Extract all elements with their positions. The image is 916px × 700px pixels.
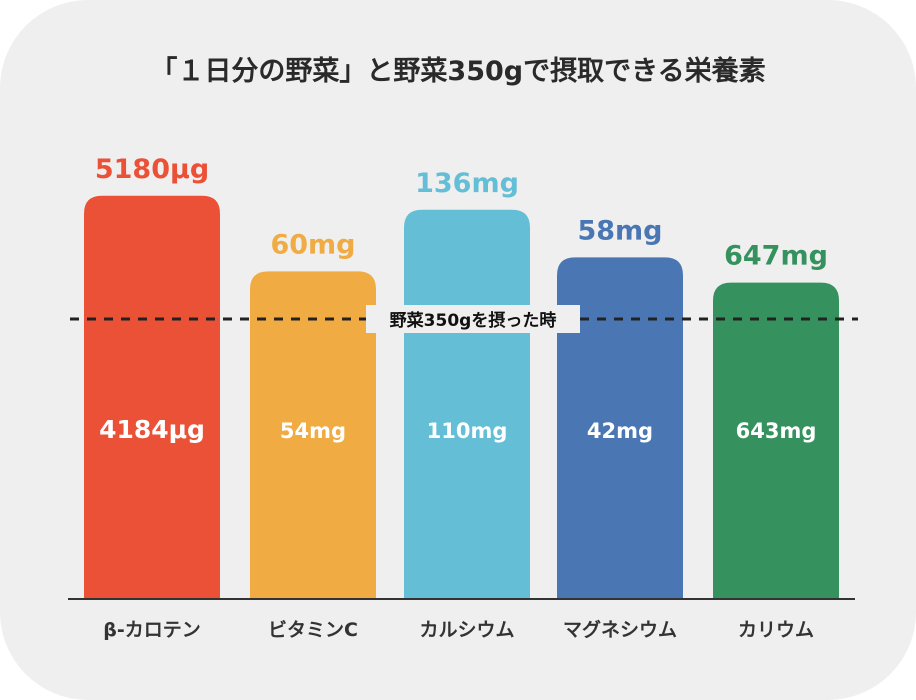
category-label: カリウム [738, 619, 814, 641]
bar-total-label: 60mg [270, 229, 355, 260]
bar-total-label: 136mg [415, 168, 519, 199]
bar [84, 195, 220, 600]
bars-group: 5180μg 4184μg β-カロテン 60mg 54mg ビタミンC 136mg 110m… [84, 154, 839, 641]
category-label: マグネシウム [563, 618, 677, 641]
bar-reference-value-label: 110mg [427, 419, 508, 443]
bar [713, 282, 839, 599]
category-label: カルシウム [419, 619, 514, 641]
category-label: ビタミンC [268, 619, 358, 641]
chart-title: 「１日分の野菜」と野菜350gで摂取できる栄養素 [150, 55, 765, 87]
reference-line-label: 野菜350gを摂った時 [390, 310, 557, 331]
bar [404, 209, 530, 600]
bar-reference-value-label: 4184μg [99, 415, 205, 444]
category-label: β-カロテン [103, 619, 201, 641]
bar-total-label: 5180μg [95, 154, 209, 185]
bar [250, 271, 376, 599]
bar-total-label: 58mg [577, 215, 662, 246]
bar-reference-value-label: 643mg [736, 419, 817, 443]
bar-reference-value-label: 42mg [587, 419, 653, 443]
reference-label-bg [366, 305, 580, 333]
bar-total-label: 647mg [724, 241, 828, 272]
bar [557, 257, 683, 599]
bar-reference-value-label: 54mg [280, 419, 346, 443]
